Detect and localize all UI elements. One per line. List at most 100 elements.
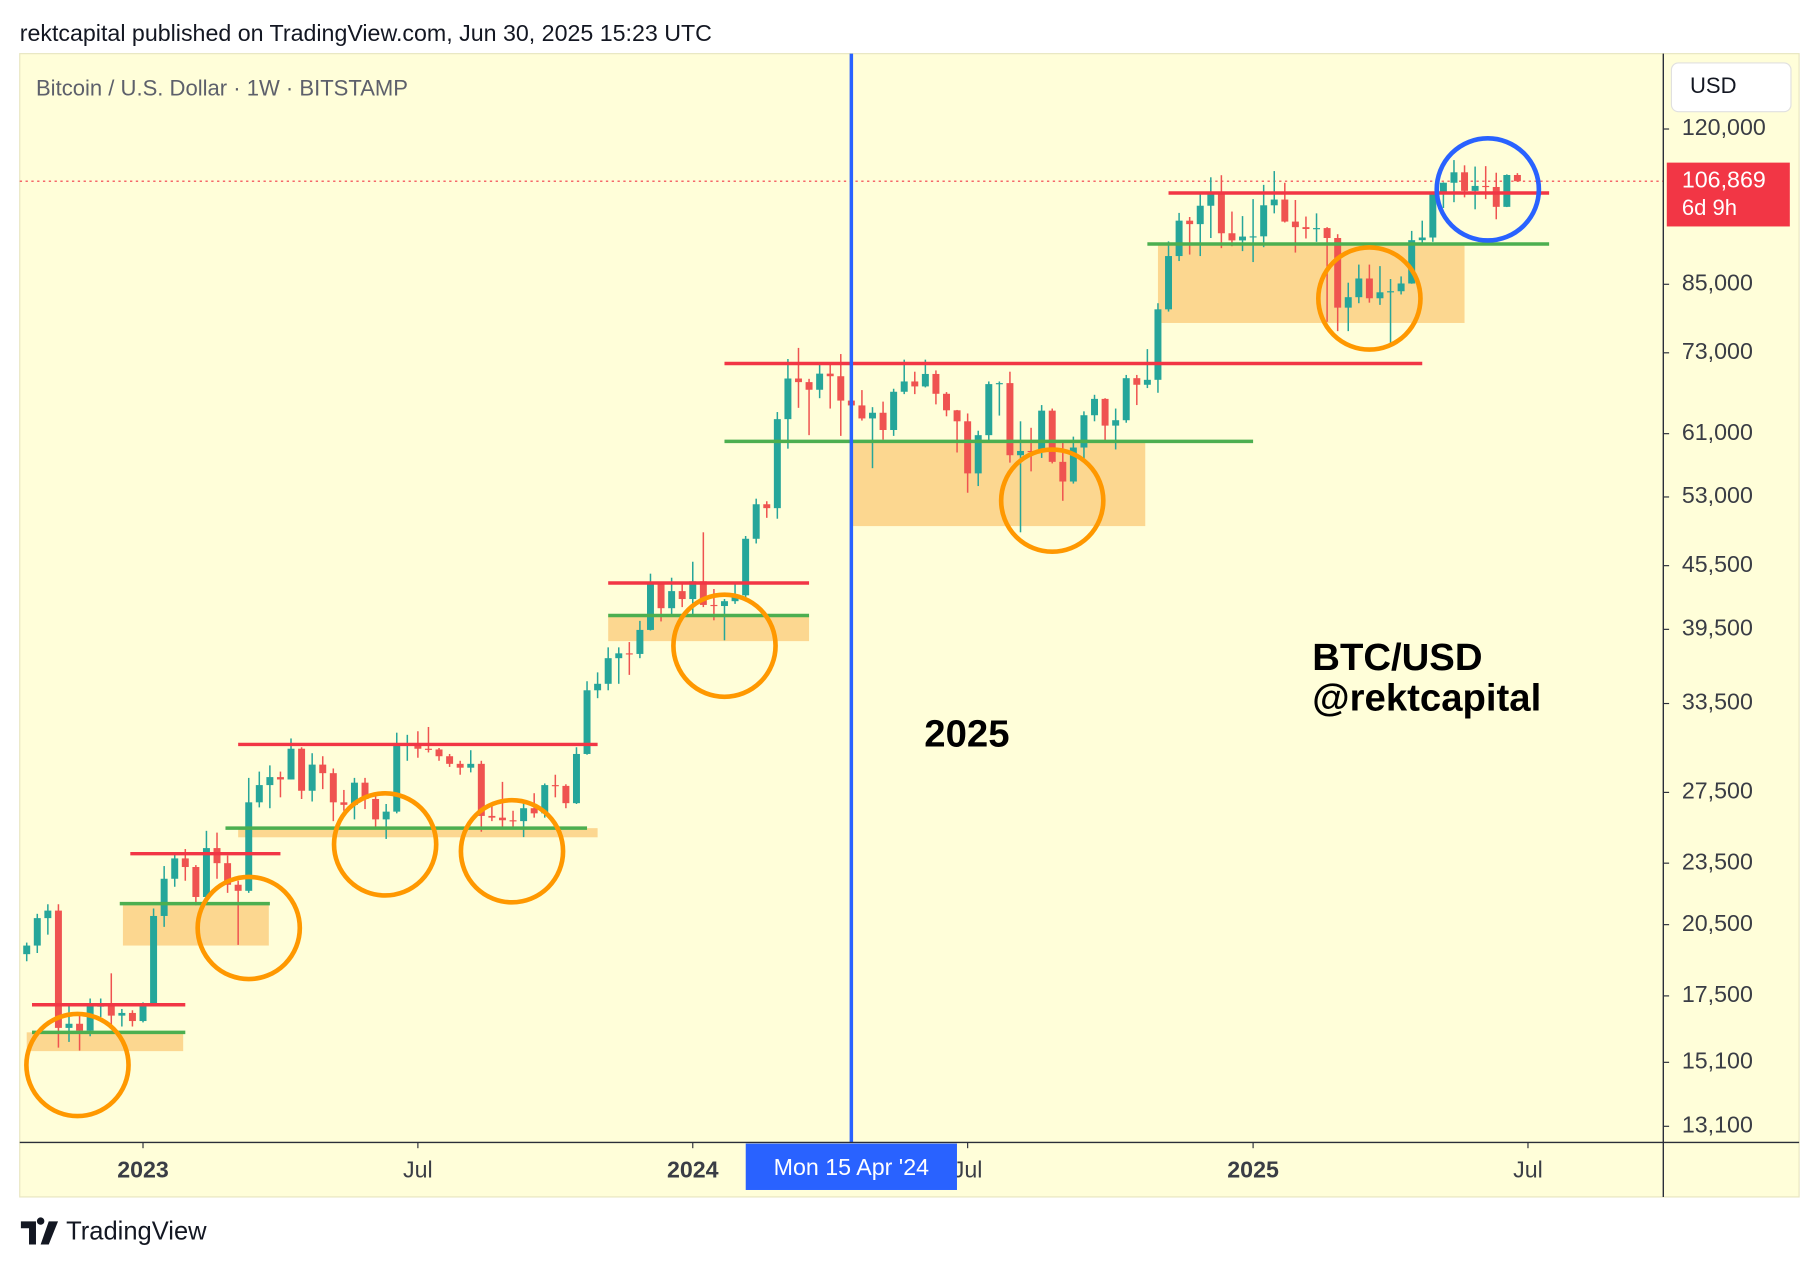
x-tick-label: Jul (1513, 1157, 1543, 1183)
y-tick-label: 73,000 (1682, 338, 1753, 364)
chart-legend: Bitcoin / U.S. Dollar · 1W · BITSTAMP (36, 75, 408, 100)
highlight-circle (195, 874, 303, 982)
y-tick-label: 61,000 (1682, 419, 1753, 445)
y-tick-label: 13,100 (1682, 1111, 1753, 1137)
candle-body (1239, 236, 1247, 241)
support-zone (238, 828, 598, 838)
candle-body (900, 381, 908, 392)
highlight-circle (331, 791, 439, 898)
candle-body (382, 811, 390, 820)
axes: 120,000 85,000 73,000 61,000 53,000 45,500 39,… (19, 114, 1766, 1183)
candle-body (1017, 450, 1024, 456)
candle-body (625, 653, 633, 655)
candle-body (742, 538, 750, 596)
candle-body (1101, 398, 1109, 426)
candle-body (435, 749, 443, 757)
candle-body (1196, 205, 1204, 225)
candle-body (1387, 291, 1395, 293)
x-tick-label: 2023 (117, 1157, 169, 1183)
candle-body (816, 373, 824, 390)
candle-body (721, 601, 728, 607)
candle-body (498, 817, 506, 821)
candle-body (1471, 185, 1479, 191)
candle-body (65, 1023, 73, 1028)
y-tick-label: 45,500 (1682, 551, 1753, 577)
x-tick-label: 2025 (1227, 1157, 1279, 1183)
candle-body (361, 782, 369, 799)
candle-body (488, 815, 496, 818)
candle-body (213, 848, 221, 864)
x-tick-label: Jul (953, 1157, 983, 1183)
candle-body (1091, 398, 1098, 416)
candle-body (424, 748, 432, 750)
candle-body (615, 653, 623, 659)
candle-body (1027, 450, 1035, 453)
candle-body (23, 945, 31, 955)
candle-body (731, 595, 739, 602)
candle-body (858, 405, 866, 419)
candle-body (86, 1006, 94, 1031)
candle-body (467, 763, 475, 768)
candle-body (224, 863, 232, 885)
candle-body (752, 504, 760, 539)
y-tick-label: 33,500 (1682, 689, 1753, 715)
candle-body (795, 378, 802, 383)
candle-body (1513, 174, 1521, 182)
candle-body (1450, 172, 1458, 183)
candle-body (678, 591, 686, 600)
candle-body (1207, 191, 1215, 206)
candle-body (1112, 420, 1120, 426)
y-tick-label: 53,000 (1682, 482, 1753, 508)
candle-body (1313, 228, 1321, 230)
candle-body (350, 782, 358, 805)
candle-body (773, 419, 781, 509)
candle-body (1503, 174, 1511, 207)
candle-body (118, 1012, 126, 1016)
candle-body (1492, 186, 1500, 207)
crosshair-label: Mon 15 Apr '24 (774, 1154, 929, 1180)
annotation-text: BTC/USD (1312, 636, 1482, 679)
candle-body (890, 391, 898, 430)
candle-body (234, 884, 242, 891)
candle-body (1069, 447, 1077, 482)
candle-body (107, 1005, 115, 1016)
candle-body (1365, 278, 1373, 299)
candle-body (266, 777, 274, 786)
currency-button[interactable] (1670, 62, 1792, 113)
candle-body (805, 382, 813, 390)
candle-body (1260, 205, 1268, 237)
candle-body (139, 1005, 147, 1022)
candle-body (1228, 233, 1236, 241)
candle-body (202, 848, 210, 897)
candle-body (530, 808, 538, 814)
candle-body (1048, 410, 1056, 462)
candle-body (477, 763, 485, 816)
currency-label[interactable]: USD (1690, 73, 1737, 98)
candle-body (1080, 415, 1088, 448)
candle-body (1429, 193, 1437, 238)
candle-body (171, 858, 179, 879)
candle-body (953, 410, 961, 422)
candle-body (1302, 227, 1310, 230)
candle-body (509, 820, 517, 822)
candle-body (604, 658, 612, 684)
candle-body (319, 764, 327, 774)
candle-body (1133, 378, 1141, 385)
candle-body (245, 802, 253, 891)
candle-body (636, 629, 644, 654)
candle-body (340, 802, 348, 805)
candle-body (826, 373, 834, 377)
candle-body (1439, 182, 1447, 194)
candle-body (308, 764, 316, 791)
candle-body (1408, 240, 1416, 284)
candle-body (551, 785, 559, 787)
y-tick-label: 27,500 (1682, 778, 1753, 804)
highlight-circle (24, 1011, 131, 1119)
y-tick-label: 39,500 (1682, 614, 1753, 640)
candle-body (1355, 278, 1363, 298)
candle-body (1249, 236, 1257, 238)
candle-body (932, 373, 940, 394)
candle-body (1006, 383, 1014, 456)
candle-body (1281, 199, 1289, 222)
candle-body (879, 412, 887, 430)
